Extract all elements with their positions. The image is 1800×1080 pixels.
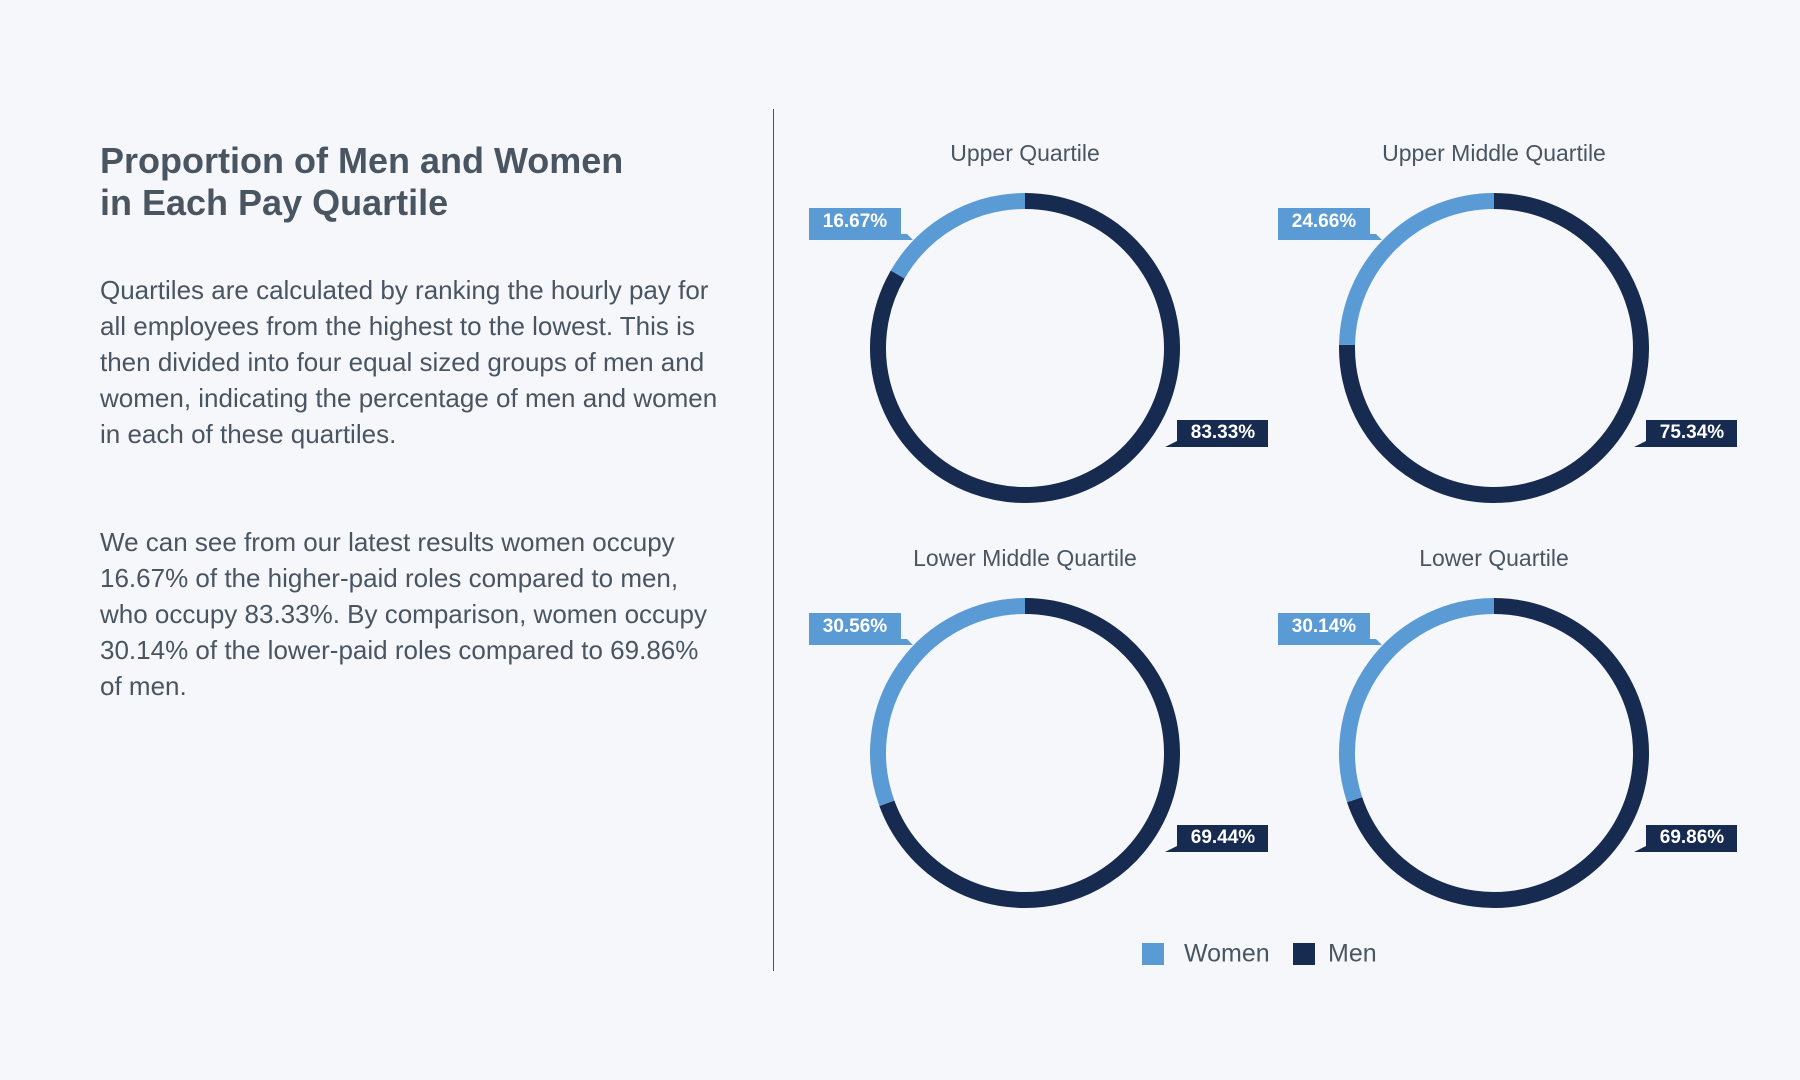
value-label: 83.33% [1191,422,1256,443]
label-box [1634,420,1737,447]
value-label: 75.34% [1660,422,1725,443]
value-label: 69.44% [1191,827,1256,848]
value-label: 69.86% [1660,827,1725,848]
label-box [809,208,913,240]
paragraph: We can see from our latest results women… [100,527,707,701]
value-label: 16.67% [823,211,888,232]
chart-title: Upper Middle Quartile [1382,140,1606,166]
label-box [1165,420,1268,447]
label-box [1278,208,1382,240]
chart-title: Lower Middle Quartile [913,545,1137,571]
label-box [1278,613,1382,645]
legend-label: Women [1184,940,1270,968]
label-box [1165,825,1268,852]
value-label: 24.66% [1292,211,1357,232]
donut-segment [1339,193,1649,503]
donut-segment [1347,598,1649,908]
legend-label: Men [1328,940,1377,968]
donut-segment [1339,193,1495,346]
donut-segment [1339,598,1495,803]
value-label: 30.56% [823,616,888,637]
label-box [1634,825,1737,852]
chart-title: Upper Quartile [950,140,1100,166]
chart-title: Lower Quartile [1419,545,1569,571]
legend-swatch [1142,943,1164,965]
heading-title: Proportion of Men and Women in Each Pay … [100,140,624,223]
label-box [809,613,913,645]
divider [773,109,774,971]
donut-segment [870,193,1180,503]
donut-segment [870,598,1026,807]
legend-swatch [1293,943,1315,965]
value-label: 30.14% [1292,616,1357,637]
paragraph: Quartiles are calculated by ranking the … [100,275,718,449]
donut-segment [890,193,1026,279]
donut-segment [879,598,1180,908]
